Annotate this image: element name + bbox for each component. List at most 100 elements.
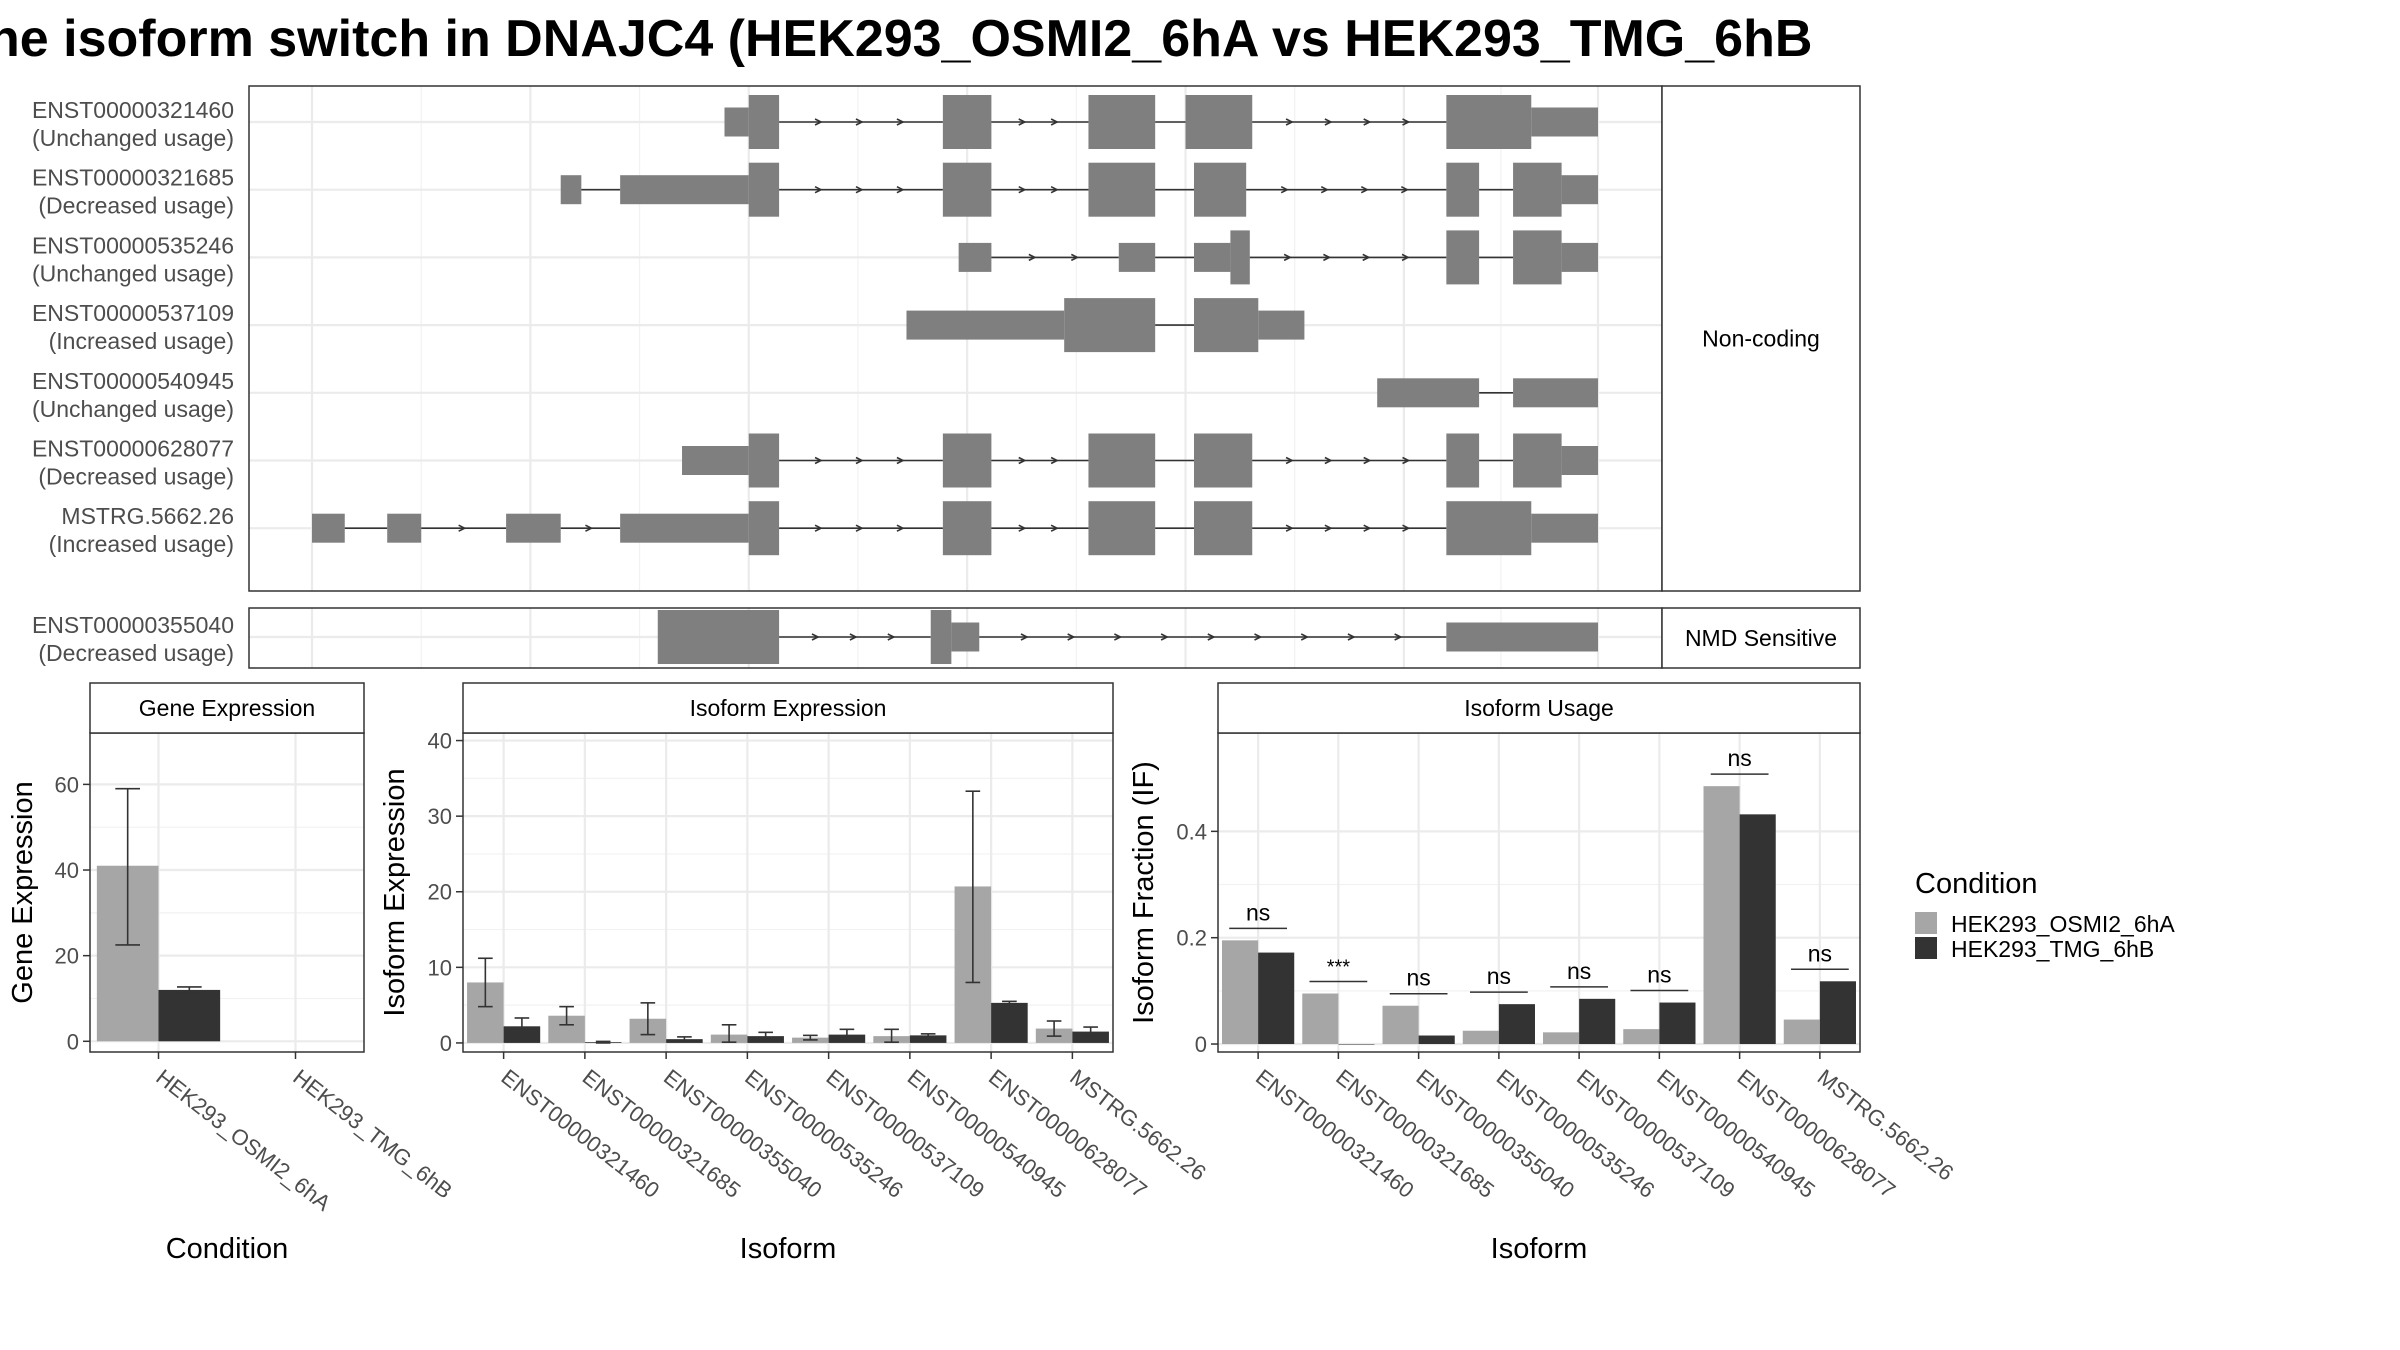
y-tick-label: 30	[428, 804, 452, 829]
exon-block	[560, 175, 582, 205]
intron-arrow	[1347, 633, 1356, 641]
exon-block	[748, 95, 780, 149]
exon-block	[1064, 298, 1156, 353]
y-tick-label: 40	[428, 729, 452, 754]
bar	[1659, 1002, 1696, 1045]
significance-label: ns	[1406, 965, 1430, 991]
exon-block	[682, 446, 749, 475]
intron-arrow	[855, 524, 864, 532]
bar	[1258, 952, 1295, 1045]
intron-arrow	[814, 118, 823, 126]
significance-label: ns	[1647, 962, 1671, 988]
intron-arrow	[1050, 524, 1059, 532]
exon-block	[951, 622, 980, 652]
intron-arrow	[1285, 118, 1294, 126]
exon-block	[1118, 242, 1156, 272]
exon-block	[1446, 433, 1480, 488]
intron-arrow	[896, 524, 905, 532]
y-tick-label: 10	[428, 955, 452, 980]
exon-block	[1088, 95, 1156, 149]
intron-arrow	[1018, 456, 1027, 465]
exon-block	[1377, 378, 1480, 408]
isoform-id-label: ENST00000355040	[32, 612, 234, 638]
bar	[1222, 940, 1259, 1045]
isoform-id-label: ENST00000321685	[32, 165, 234, 191]
intron-arrow	[887, 633, 896, 641]
intron-arrow	[811, 633, 820, 641]
bar	[1819, 981, 1856, 1045]
exon-block	[506, 513, 561, 543]
exon-block	[930, 610, 952, 664]
intron-arrow	[1324, 524, 1333, 532]
intron-arrow	[855, 185, 864, 194]
exon-block	[724, 107, 749, 137]
intron-arrow	[458, 524, 467, 532]
significance-label: ns	[1808, 940, 1832, 966]
bar	[1739, 814, 1776, 1045]
exon-block	[1194, 242, 1231, 272]
bar	[991, 1002, 1028, 1043]
significance-label: ***	[1327, 957, 1351, 979]
x-tick-label: MSTRG.5662.26	[1813, 1064, 1958, 1185]
intron-arrow	[896, 185, 905, 194]
bar	[1783, 1019, 1820, 1045]
exon-block	[1194, 501, 1253, 556]
intron-arrow	[1070, 253, 1080, 262]
bar	[1072, 1031, 1109, 1043]
exon-block	[1561, 175, 1598, 205]
bar	[158, 989, 221, 1042]
bar	[1579, 998, 1616, 1045]
facet-strip	[89, 682, 365, 734]
intron-arrow	[1207, 633, 1216, 641]
bar	[1703, 786, 1740, 1045]
legend-swatch-cond2	[1915, 937, 1937, 959]
facet-strip-label: NMD Sensitive	[1685, 625, 1837, 651]
isoform-usage-label: (Unchanged usage)	[32, 396, 234, 422]
exon-block	[1513, 433, 1562, 488]
exon-block	[1446, 230, 1480, 285]
y-axis-title: Isoform Fraction (IF)	[1128, 761, 1160, 1024]
intron-arrow	[855, 456, 864, 465]
intron-arrow	[1050, 185, 1059, 194]
isoform-id-label: ENST00000628077	[32, 436, 234, 462]
exon-block	[748, 162, 780, 217]
exon-block	[657, 610, 780, 664]
y-tick-label: 20	[55, 944, 79, 969]
intron-arrow	[814, 524, 823, 532]
intron-arrow	[1363, 118, 1372, 126]
facet-strip	[462, 682, 1114, 734]
x-tick-label: MSTRG.5662.26	[1065, 1064, 1210, 1185]
exon-block	[1194, 433, 1253, 488]
exon-block	[1561, 242, 1598, 272]
legend: Condition HEK293_OSMI2_6hA HEK293_TMG_6h…	[1915, 868, 2175, 962]
exon-block	[1446, 95, 1532, 149]
bar	[1623, 1029, 1660, 1045]
intron-arrow	[1020, 633, 1029, 641]
chart-title: ne isoform switch in DNAJC4 (HEK293_OSMI…	[0, 10, 1812, 68]
significance-label: ns	[1567, 958, 1591, 984]
intron-arrow	[1363, 456, 1372, 465]
isoform-usage-label: (Increased usage)	[49, 531, 234, 557]
exon-block	[1531, 107, 1598, 137]
intron-arrow	[1283, 253, 1292, 262]
isoform-id-label: ENST00000321460	[32, 97, 234, 123]
exon-block	[942, 95, 992, 149]
x-axis-title: Isoform	[1491, 1233, 1588, 1265]
isoform-usage-label: (Decreased usage)	[38, 640, 234, 666]
intron-arrow	[1402, 456, 1411, 465]
intron-arrow	[1362, 253, 1371, 262]
exon-block	[620, 513, 749, 543]
exon-block	[1088, 433, 1156, 488]
intron-arrow	[1067, 633, 1076, 641]
exon-block	[748, 501, 780, 556]
legend-item-cond1: HEK293_OSMI2_6hA	[1951, 911, 2175, 937]
intron-arrow	[1401, 253, 1410, 262]
exon-block	[387, 513, 422, 543]
facet-strip	[1217, 682, 1861, 734]
exon-block	[942, 501, 992, 556]
x-axis-title: Isoform	[740, 1233, 837, 1265]
isoform-usage-label: (Increased usage)	[49, 328, 234, 354]
exon-block	[1194, 298, 1259, 353]
exon-block	[1088, 501, 1156, 556]
y-tick-label: 0	[67, 1029, 79, 1054]
